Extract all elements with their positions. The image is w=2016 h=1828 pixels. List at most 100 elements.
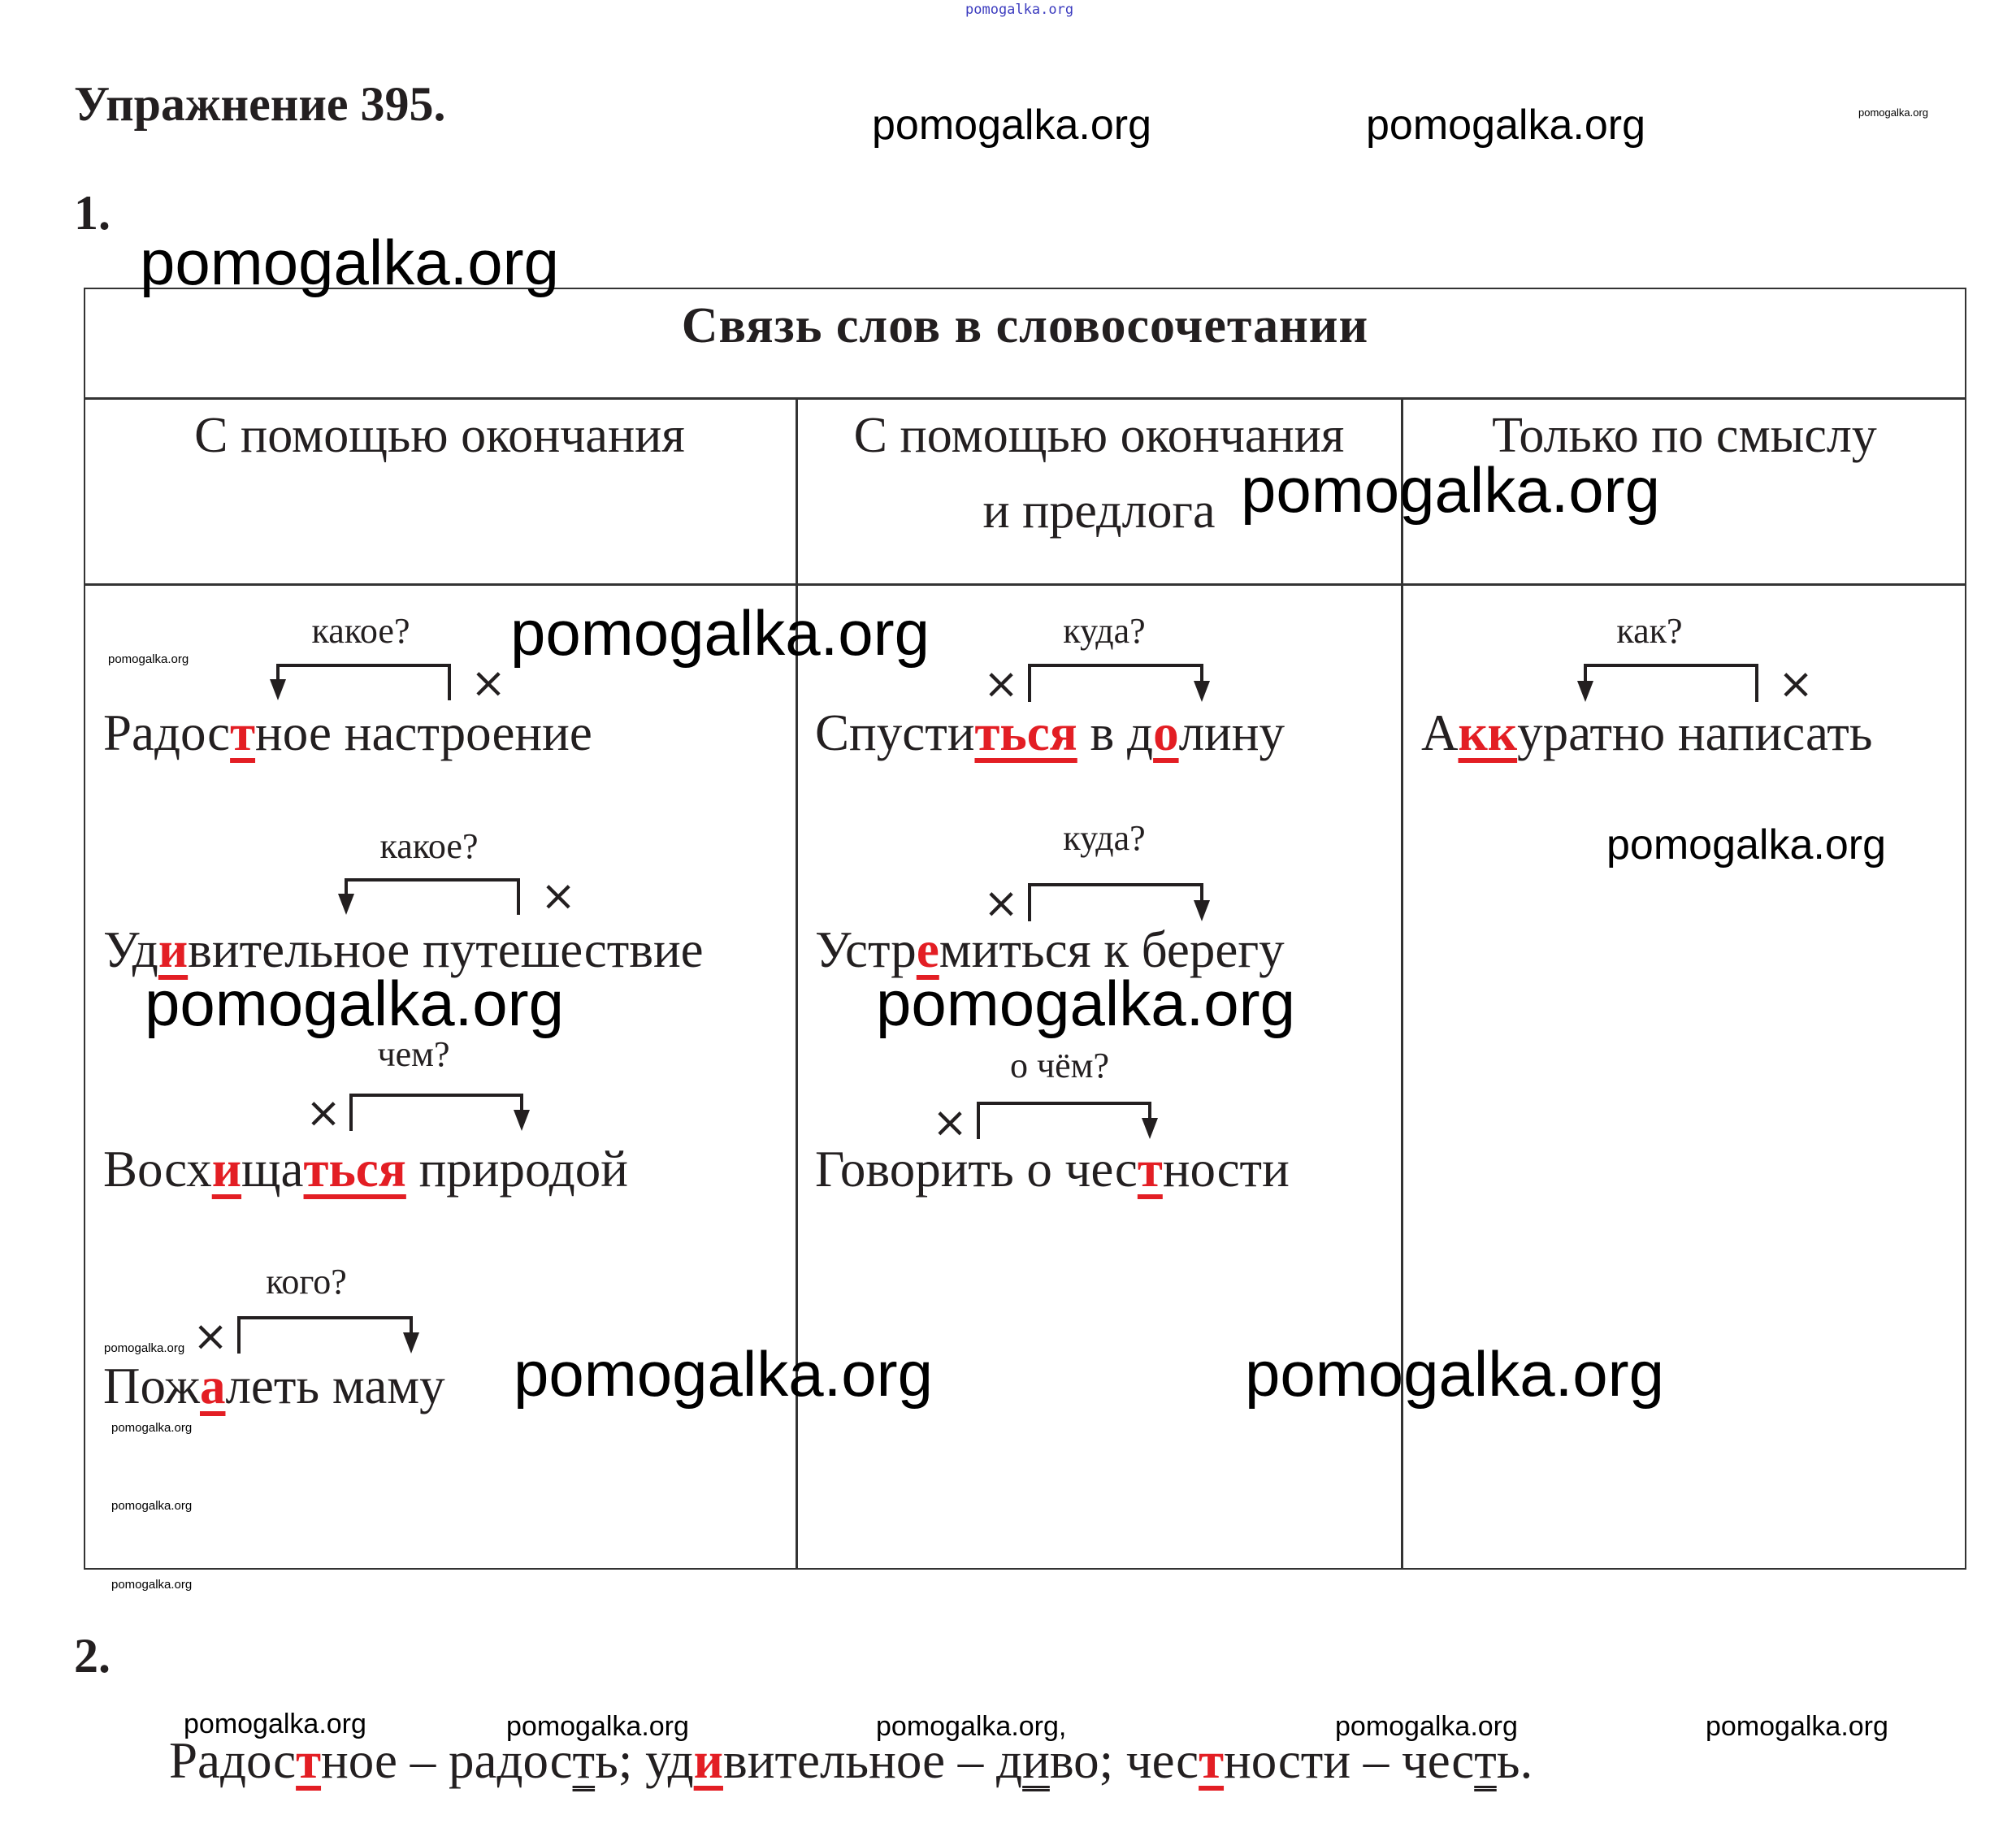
question-label: какое? — [311, 611, 410, 651]
link-bracket — [237, 1316, 413, 1354]
main-word-cross-icon: × — [932, 1098, 968, 1147]
text-segment: Уд — [103, 921, 158, 978]
arrow-down-icon — [1142, 1118, 1158, 1139]
text-segment: вительное – д — [722, 1732, 1023, 1789]
word-links-table — [84, 288, 1966, 1570]
text-segment: Пож — [103, 1358, 200, 1414]
link-bracket — [276, 664, 451, 700]
highlighted-letters: кк — [1458, 704, 1518, 761]
highlighted-letters: т — [230, 704, 256, 761]
highlighted-letters: и — [693, 1732, 723, 1789]
highlighted-letters: ться — [974, 704, 1077, 761]
word-combination: Спуститься в долину — [815, 708, 1285, 759]
answer-2-text: Радостное – радость; удивительное – диво… — [169, 1735, 1533, 1787]
column-header-ending-preposition: С помощью окончания — [853, 408, 1345, 463]
text-segment: Говорить о чес — [815, 1141, 1138, 1198]
text-segment: уратно написать — [1517, 704, 1873, 761]
watermark: pomogalka.org — [145, 968, 564, 1039]
text-segment: ности – чес — [1224, 1732, 1475, 1789]
watermark: pomogalka.org — [1606, 821, 1886, 869]
watermark: pomogalka.org — [1858, 106, 1928, 119]
text-segment: лину — [1178, 704, 1285, 761]
word-combination: Говорить о честности — [815, 1144, 1290, 1195]
watermark: pomogalka.org — [1335, 1711, 1518, 1742]
question-label: какое? — [379, 826, 479, 866]
watermark: pomogalka.org — [872, 102, 1151, 149]
watermark: pomogalka.org — [1366, 102, 1645, 149]
watermark: pomogalka.org — [111, 1578, 193, 1592]
text-segment: Спусти — [815, 704, 975, 761]
highlighted-letters: е — [916, 921, 939, 978]
table-title: Связь слов в словосочетании — [681, 298, 1369, 353]
watermark: pomogalka.org — [1241, 454, 1660, 526]
highlighted-letters: и — [158, 921, 189, 978]
text-segment: Устр — [815, 921, 917, 978]
word-combination: Радостное настроение — [103, 708, 592, 759]
column-divider — [796, 397, 798, 1570]
question-label: куда? — [1063, 611, 1146, 651]
link-bracket — [1028, 883, 1203, 921]
row-divider — [84, 397, 1966, 400]
text-segment: ь; уд — [595, 1732, 694, 1789]
text-segment: ное – радос — [321, 1732, 573, 1789]
text-segment: во; чес — [1049, 1732, 1199, 1789]
text-segment: ща — [241, 1141, 304, 1198]
text-segment: в д — [1077, 704, 1154, 761]
watermark: pomogalka.org — [111, 1421, 193, 1435]
highlighted-letters: т — [1199, 1732, 1225, 1789]
double-underlined-letter: т — [572, 1732, 596, 1789]
top-watermark: pomogalka.org — [965, 2, 1074, 18]
section-number-2: 2. — [74, 1629, 111, 1683]
text-segment: вительное путешествие — [188, 921, 704, 978]
column-header-meaning: Только по смыслу — [1492, 408, 1877, 463]
watermark: pomogalka.org, — [876, 1711, 1067, 1742]
main-word-cross-icon: × — [540, 872, 576, 920]
watermark: pomogalka.org — [510, 597, 930, 669]
text-segment: ь. — [1496, 1732, 1533, 1789]
column-header-ending-preposition-line2: и предлога — [982, 483, 1216, 539]
double-underlined-letter: т — [1474, 1732, 1497, 1789]
text-segment: ное настроение — [255, 704, 592, 761]
question-label: кого? — [266, 1262, 347, 1302]
word-combination: Аккуратно написать — [1421, 708, 1873, 759]
main-word-cross-icon: × — [470, 659, 506, 708]
arrow-down-icon — [403, 1332, 419, 1354]
watermark: pomogalka.org — [506, 1711, 689, 1742]
highlighted-letters: ться — [303, 1141, 406, 1198]
text-segment: Восх — [103, 1141, 212, 1198]
text-segment: А — [1421, 704, 1459, 761]
link-bracket — [349, 1094, 523, 1131]
question-label: чем? — [377, 1034, 450, 1074]
row-divider — [84, 583, 1966, 586]
section-number-1: 1. — [74, 186, 111, 240]
text-segment: ности — [1162, 1141, 1290, 1198]
link-bracket — [345, 878, 520, 915]
arrow-down-icon — [1194, 681, 1210, 702]
text-segment: Радос — [169, 1732, 297, 1789]
main-word-cross-icon: × — [983, 879, 1019, 928]
watermark: pomogalka.org — [111, 1499, 193, 1513]
word-combination: Восхищаться природой — [103, 1144, 628, 1195]
watermark: pomogalka.org — [1706, 1711, 1888, 1742]
highlighted-letters: о — [1153, 704, 1179, 761]
watermark: pomogalka.org — [104, 1341, 185, 1355]
highlighted-letters: т — [1137, 1141, 1163, 1198]
question-label: куда? — [1063, 818, 1146, 858]
word-combination: Удивительное путешествие — [103, 925, 704, 976]
watermark: pomogalka.org — [140, 227, 559, 298]
arrow-down-icon — [1194, 900, 1210, 921]
question-label: как? — [1616, 611, 1683, 651]
main-word-cross-icon: × — [983, 660, 1019, 708]
link-bracket — [1584, 664, 1758, 702]
arrow-down-icon — [514, 1110, 530, 1131]
watermark: pomogalka.org — [184, 1709, 366, 1739]
arrow-down-icon — [1577, 681, 1593, 702]
main-word-cross-icon: × — [1778, 660, 1814, 708]
text-segment: леть маму — [225, 1358, 445, 1414]
watermark: pomogalka.org — [1245, 1338, 1664, 1410]
main-word-cross-icon: × — [193, 1312, 228, 1361]
highlighted-letters: и — [211, 1141, 242, 1198]
arrow-down-icon — [270, 679, 286, 700]
link-bracket — [1028, 664, 1203, 702]
